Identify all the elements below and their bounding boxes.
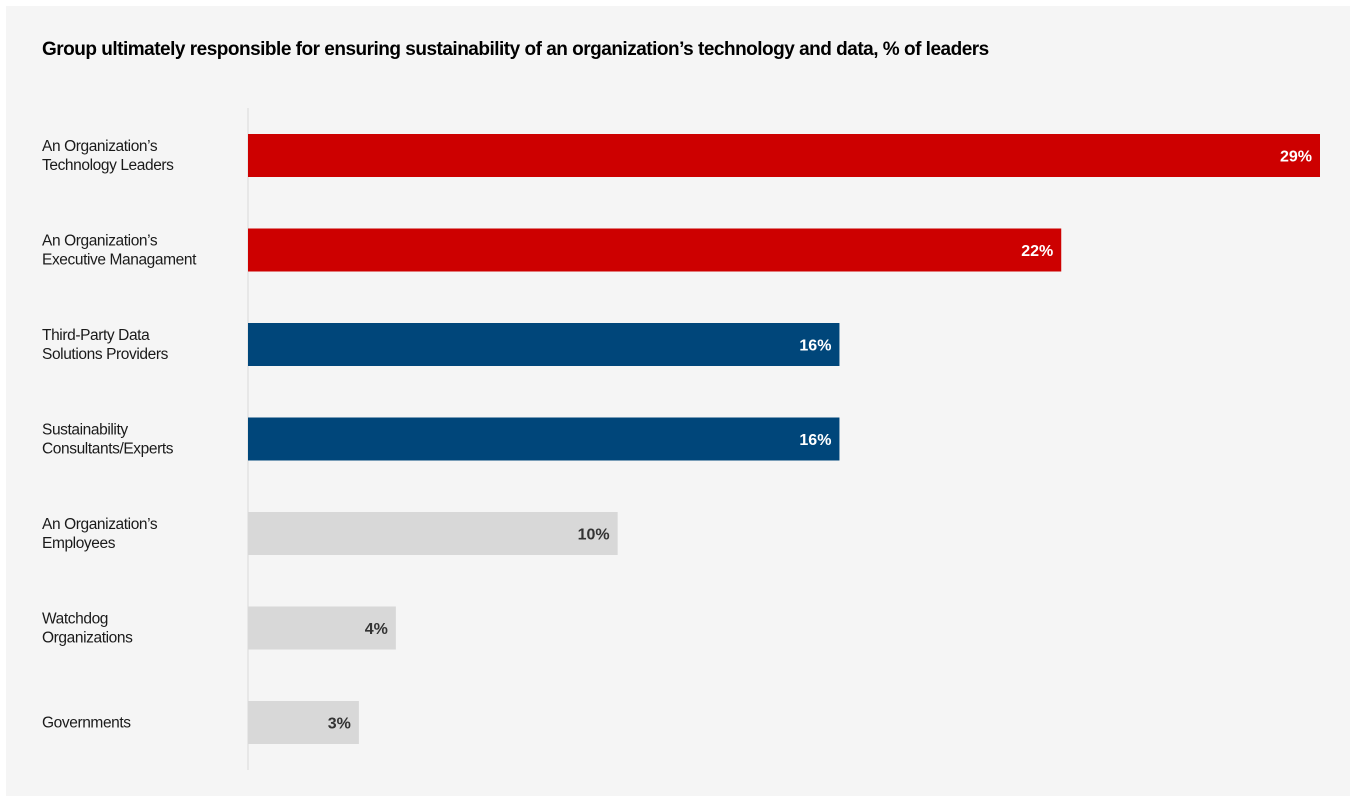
bar-5 [248,512,618,555]
chart-title: Group ultimately responsible for ensurin… [42,39,989,60]
bar-value-label-5: 10% [578,527,610,544]
category-label-3-line-1: Third-Party Data [42,327,150,344]
category-label-6-line-1: Watchdog [42,611,108,628]
bar-value-label-6: 4% [365,621,388,638]
bar-value-label-7: 3% [328,716,351,733]
category-label-6-line-2: Organizations [42,630,133,647]
bar-value-label-3: 16% [799,338,831,355]
bar-value-label-4: 16% [799,432,831,449]
bar-7 [248,701,359,744]
category-label-1-line-1: An Organization’s [42,138,158,155]
category-label-3-line-2: Solutions Providers [42,346,169,363]
bar-3 [248,323,840,366]
bar-value-label-2: 22% [1021,243,1053,260]
category-label-2-line-2: Executive Managament [42,252,197,269]
category-label-5-line-2: Employees [42,535,116,552]
bar-2 [248,228,1062,272]
category-label-4-line-1: Sustainability [42,422,128,439]
bar-6 [248,606,396,650]
category-label-5-line-1: An Organization’s [42,516,158,533]
bar-value-label-1: 29% [1280,149,1312,166]
bar-4 [248,417,840,461]
bar-1 [248,134,1320,177]
category-label-4-line-2: Consultants/Experts [42,441,174,458]
category-label-7-line-1: Governments [42,715,131,732]
category-label-1-line-2: Technology Leaders [42,157,174,174]
category-label-2-line-1: An Organization’s [42,233,158,250]
